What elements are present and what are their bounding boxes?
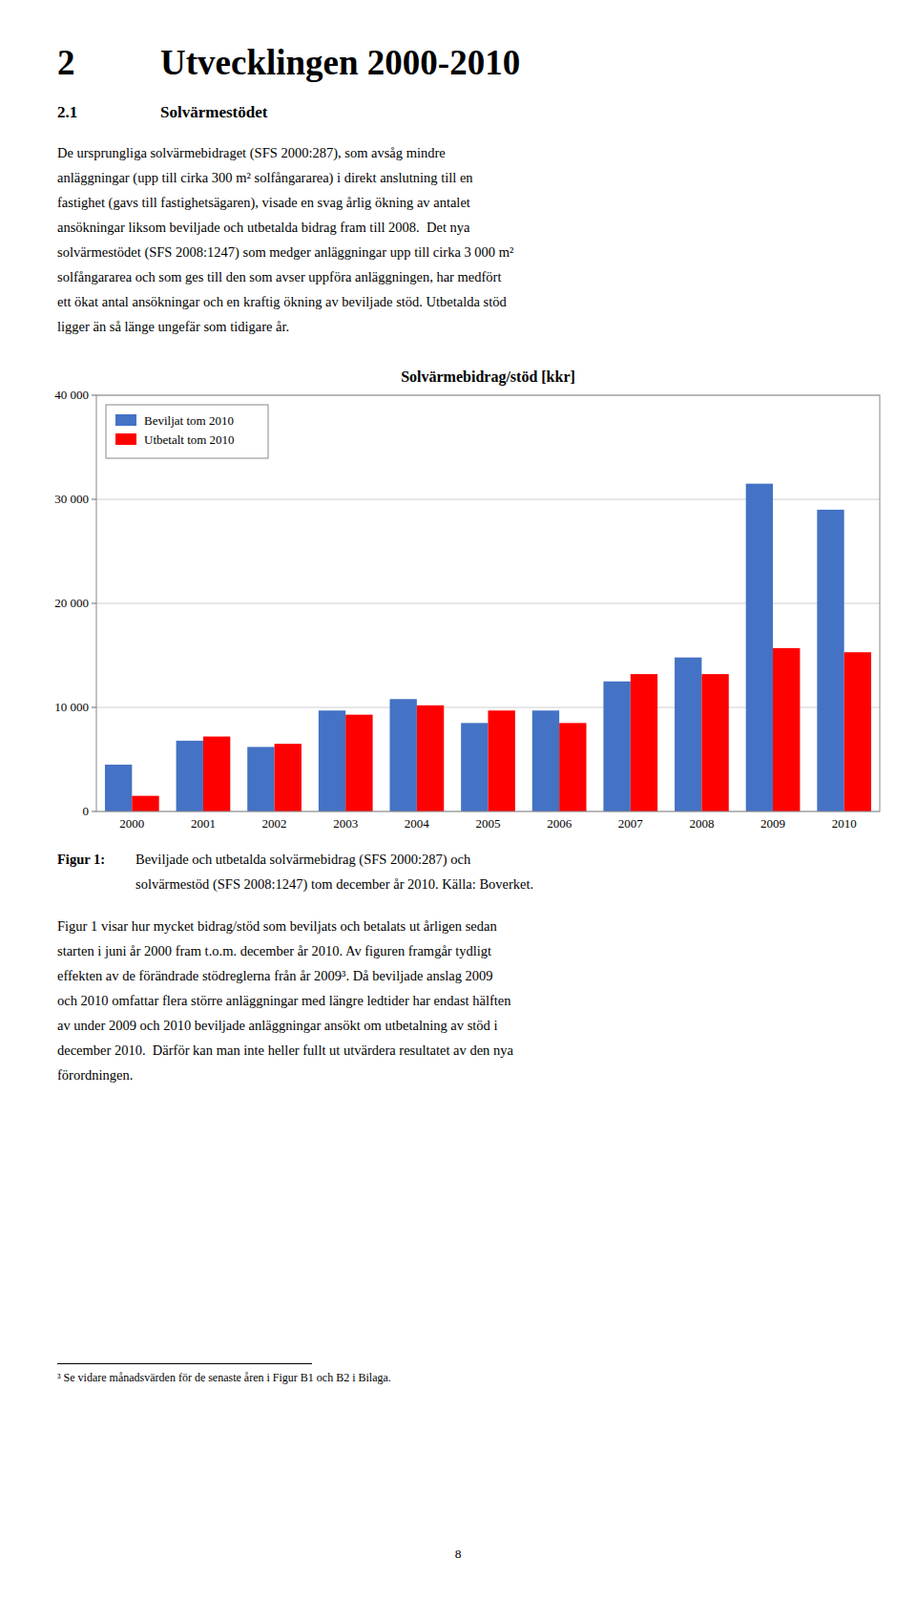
footnote-rule bbox=[57, 1362, 313, 1364]
bar bbox=[176, 740, 204, 812]
body-text: anläggningar (upp till cirka 300 m² solf… bbox=[57, 169, 474, 187]
bar bbox=[816, 509, 844, 812]
subheading: Solvärmestödet bbox=[160, 103, 268, 123]
body-text: De ursprungliga solvärmebidraget (SFS 20… bbox=[57, 145, 446, 162]
bar bbox=[488, 709, 516, 812]
bar bbox=[746, 483, 773, 812]
body-text: ett ökat antal ansökningar och en krafti… bbox=[57, 293, 507, 311]
bar bbox=[390, 698, 417, 812]
x-tick-label: 2009 bbox=[760, 815, 786, 831]
body-text: december 2010. Därför kan man inte helle… bbox=[57, 1041, 514, 1059]
legend-label: Utbetalt tom 2010 bbox=[144, 432, 235, 447]
bar bbox=[345, 714, 373, 812]
tick-mark bbox=[91, 603, 97, 604]
bar bbox=[674, 657, 702, 812]
bar bbox=[701, 673, 729, 812]
tick-mark bbox=[91, 811, 97, 812]
legend-frame bbox=[105, 404, 269, 458]
bar bbox=[630, 673, 658, 812]
x-tick-label: 2007 bbox=[618, 815, 645, 831]
body-text: förordningen. bbox=[57, 1066, 133, 1083]
legend-swatch bbox=[115, 433, 137, 445]
x-tick-label: 2010 bbox=[832, 815, 857, 831]
bar bbox=[104, 764, 132, 812]
bar bbox=[844, 651, 872, 812]
y-tick-label: 10 000 bbox=[54, 699, 89, 714]
body-text: solvärmestödet (SFS 2008:1247) som medge… bbox=[57, 244, 514, 261]
bar bbox=[772, 647, 800, 812]
bars bbox=[104, 483, 872, 812]
footnote: ³ Se vidare månadsvärden för de senaste … bbox=[57, 1370, 392, 1384]
figure-caption: solvärmestöd (SFS 2008:1247) tom decembe… bbox=[135, 875, 534, 893]
y-tick-label: 0 bbox=[83, 803, 90, 818]
x-tick-label: 2002 bbox=[262, 815, 288, 831]
body-text: ligger än så länge ungefär som tidigare … bbox=[57, 318, 290, 335]
figure-caption-label: Figur 1: bbox=[57, 851, 105, 868]
body-text: fastighet (gavs till fastighetsägaren), … bbox=[57, 194, 471, 211]
figure-caption: Beviljade och utbetalda solvärmebidrag (… bbox=[135, 851, 471, 868]
body-text: av under 2009 och 2010 beviljade anläggn… bbox=[57, 1017, 498, 1034]
body-text: starten i juni år 2000 fram t.o.m. decem… bbox=[57, 942, 492, 959]
bar bbox=[247, 746, 274, 812]
bar bbox=[559, 722, 586, 812]
body-text: solfångararea och som ges till den som a… bbox=[57, 269, 501, 286]
page-number: 8 bbox=[0, 1545, 916, 1562]
x-tick-label: 2006 bbox=[546, 815, 573, 831]
chart-title: Solvärmebidrag/stöd [kkr] bbox=[400, 368, 576, 386]
y-tick-label: 40 000 bbox=[54, 387, 89, 402]
tick-mark bbox=[91, 499, 97, 500]
body-text: Figur 1 visar hur mycket bidrag/stöd som… bbox=[57, 917, 498, 935]
chart: Solvärmebidrag/stöd [kkr] 0 10 000 20 000 30… bbox=[0, 354, 916, 833]
legend-label: Beviljat tom 2010 bbox=[144, 413, 234, 428]
tick-mark bbox=[91, 707, 97, 708]
bar bbox=[532, 709, 560, 812]
bar bbox=[318, 709, 346, 812]
heading: Utvecklingen 2000-2010 bbox=[160, 41, 521, 84]
y-tick-label: 30 000 bbox=[54, 491, 89, 506]
x-tick-label: 2000 bbox=[119, 815, 145, 831]
plot-frame bbox=[96, 395, 880, 812]
tick-mark bbox=[91, 395, 97, 396]
bar bbox=[274, 743, 302, 812]
body-text: ansökningar liksom beviljade och utbetal… bbox=[57, 219, 470, 236]
bar bbox=[416, 705, 444, 812]
x-tick-label: 2004 bbox=[404, 815, 431, 831]
x-tick-label: 2008 bbox=[688, 815, 714, 831]
legend-swatch bbox=[115, 414, 137, 426]
bar bbox=[203, 736, 230, 812]
subheading-number: 2.1 bbox=[57, 103, 78, 123]
body-text: och 2010 omfattar flera större anläggnin… bbox=[57, 992, 511, 1009]
x-tick-label: 2005 bbox=[476, 815, 501, 831]
legend: Beviljat tom 2010 Utbetalt tom 2010 bbox=[105, 404, 269, 458]
x-tick-label: 2003 bbox=[333, 815, 358, 831]
bar bbox=[131, 795, 159, 812]
body-text: effekten av de förändrade stödreglerna f… bbox=[57, 967, 494, 984]
heading-number: 2 bbox=[57, 41, 76, 84]
y-tick-label: 20 000 bbox=[54, 595, 89, 610]
bar bbox=[460, 722, 488, 812]
bar bbox=[603, 681, 630, 812]
x-tick-label: 2001 bbox=[190, 815, 216, 831]
